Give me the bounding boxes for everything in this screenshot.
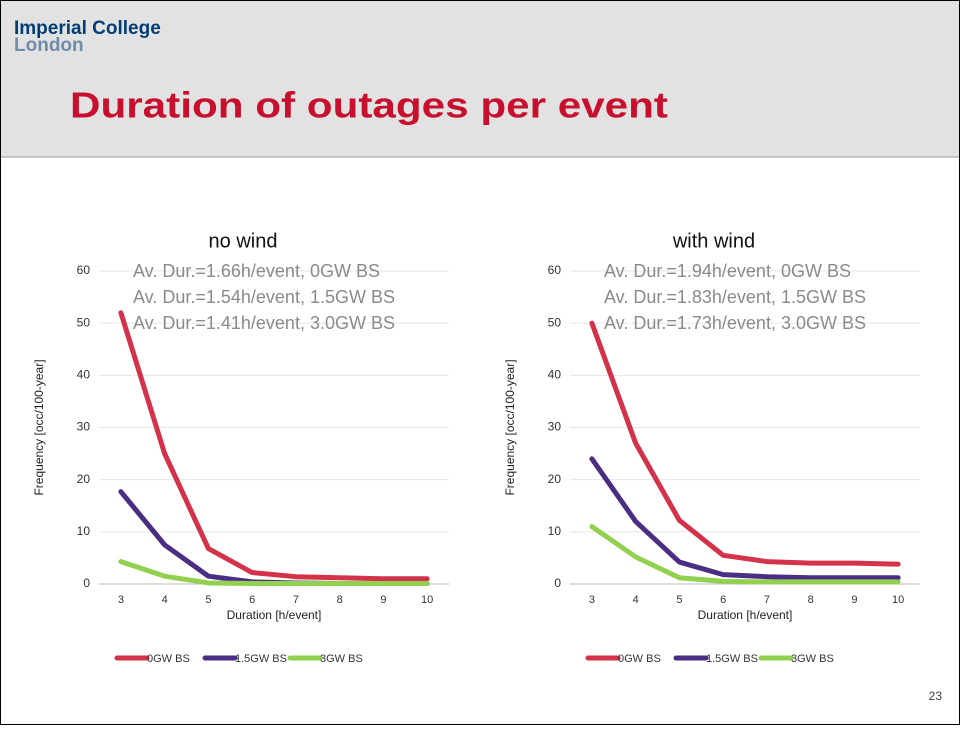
y-axis-title: Frequency [occ/100-year] <box>32 359 46 495</box>
y-tick-label: 30 <box>77 420 91 434</box>
series-line <box>589 524 901 585</box>
annotation: Av. Dur.=1.66h/event, 0GW BS <box>133 261 380 281</box>
legend-label: 1.5GW BS <box>235 653 287 665</box>
x-tick-label: 3 <box>118 594 124 606</box>
y-tick-label: 50 <box>548 315 562 329</box>
chart-title: with wind <box>672 230 755 252</box>
series-line <box>589 320 901 567</box>
y-tick-label: 40 <box>548 368 562 382</box>
x-tick-label: 7 <box>293 594 299 606</box>
x-tick-label: 5 <box>205 594 211 606</box>
x-tick-label: 6 <box>720 594 726 606</box>
y-tick-label: 10 <box>77 524 91 538</box>
legend-label: 1.5GW BS <box>706 653 758 665</box>
y-tick-label: 20 <box>548 472 562 486</box>
legend-label: 0GW BS <box>147 653 190 665</box>
header-band <box>1 1 959 157</box>
y-tick-label: 40 <box>77 368 91 382</box>
x-tick-label: 10 <box>421 594 433 606</box>
x-axis-title: Duration [h/event] <box>227 608 322 622</box>
y-axis-title: Frequency [occ/100-year] <box>503 359 517 495</box>
legend-label: 3GW BS <box>791 653 834 665</box>
annotation: Av. Dur.=1.54h/event, 1.5GW BS <box>133 287 395 307</box>
annotation: Av. Dur.=1.94h/event, 0GW BS <box>604 261 851 281</box>
x-tick-label: 8 <box>337 594 343 606</box>
legend-label: 0GW BS <box>618 653 661 665</box>
chart-title: no wind <box>209 230 278 252</box>
legend-label: 3GW BS <box>320 653 363 665</box>
y-tick-label: 30 <box>548 420 562 434</box>
x-tick-label: 8 <box>808 594 814 606</box>
x-axis-title: Duration [h/event] <box>698 608 793 622</box>
series-line <box>589 456 901 581</box>
series-line <box>118 559 430 586</box>
annotation: Av. Dur.=1.41h/event, 3.0GW BS <box>133 313 395 333</box>
logo-line: London <box>14 35 84 56</box>
x-tick-label: 3 <box>589 594 595 606</box>
y-tick-label: 0 <box>83 576 90 590</box>
series-line <box>118 310 430 582</box>
x-tick-label: 9 <box>380 594 386 606</box>
annotation: Av. Dur.=1.83h/event, 1.5GW BS <box>604 287 866 307</box>
x-tick-label: 6 <box>249 594 255 606</box>
y-tick-label: 60 <box>77 263 91 277</box>
y-tick-label: 0 <box>554 576 561 590</box>
slide-title: Duration of outages per event <box>70 85 668 126</box>
x-tick-label: 7 <box>764 594 770 606</box>
x-tick-label: 4 <box>162 594 168 606</box>
y-tick-label: 10 <box>548 524 562 538</box>
y-tick-label: 20 <box>77 472 91 486</box>
x-tick-label: 10 <box>892 594 904 606</box>
logo-line: Imperial College <box>14 18 161 39</box>
annotation: Av. Dur.=1.73h/event, 3.0GW BS <box>604 313 866 333</box>
x-tick-label: 9 <box>851 594 857 606</box>
y-tick-label: 60 <box>548 263 562 277</box>
x-tick-label: 5 <box>676 594 682 606</box>
page-number: 23 <box>929 689 943 703</box>
y-tick-label: 50 <box>77 315 91 329</box>
x-tick-label: 4 <box>633 594 639 606</box>
